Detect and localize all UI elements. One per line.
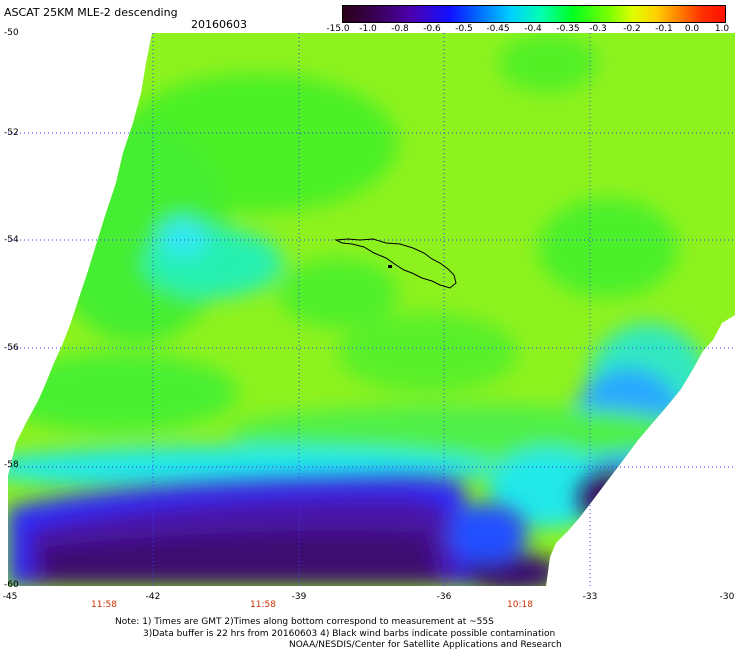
time-label: 10:18 — [507, 600, 533, 610]
lat-label: -50 — [4, 28, 19, 38]
lon-label: -45 — [2, 592, 18, 602]
lat-label: -58 — [4, 460, 19, 470]
colorbar-label: -1.0 — [359, 24, 377, 34]
colorbar-labels: -15.0 -1.0 -0.8 -0.6 -0.5 -0.45 -0.4 -0.… — [326, 24, 730, 36]
colorbar-label: -0.45 — [486, 24, 510, 34]
colorbar-label: -0.6 — [423, 24, 441, 34]
lat-label: -52 — [4, 128, 19, 138]
colorbar-label: -0.2 — [623, 24, 641, 34]
lat-label: -60 — [4, 580, 19, 590]
lat-label: -56 — [4, 343, 19, 353]
lon-label: -36 — [436, 592, 452, 602]
colorbar-label: -0.3 — [589, 24, 607, 34]
lon-label: -39 — [291, 592, 307, 602]
colorbar-label: -15.0 — [326, 24, 350, 34]
note-line-1: Note: 1) Times are GMT 2)Times along bot… — [115, 617, 494, 627]
product-date: 20160603 — [191, 18, 247, 31]
colorbar-label: -0.5 — [455, 24, 473, 34]
note-line-2: 3)Data buffer is 22 hrs from 20160603 4)… — [143, 629, 556, 639]
colorbar-label: -0.8 — [391, 24, 409, 34]
colorbar-label: -0.1 — [655, 24, 673, 34]
colorbar-label: 0.0 — [684, 24, 700, 34]
lon-label: -33 — [582, 592, 598, 602]
lat-label: -54 — [4, 235, 19, 245]
south-georgia-coastline — [334, 238, 457, 289]
graticule — [8, 33, 735, 586]
lon-label: -42 — [145, 592, 161, 602]
product-title: ASCAT 25KM MLE-2 descending — [4, 6, 178, 19]
time-label: 11:58 — [91, 600, 117, 610]
colorbar-label: 1.0 — [714, 24, 730, 34]
note-line-3: NOAA/NESDIS/Center for Satellite Applica… — [289, 640, 562, 650]
colorbar-label: -0.35 — [556, 24, 580, 34]
colorbar-label: -0.4 — [524, 24, 542, 34]
lon-label: -30 — [719, 592, 735, 602]
time-label: 11:58 — [250, 600, 276, 610]
swath-map — [8, 33, 735, 586]
colorbar — [342, 5, 726, 23]
